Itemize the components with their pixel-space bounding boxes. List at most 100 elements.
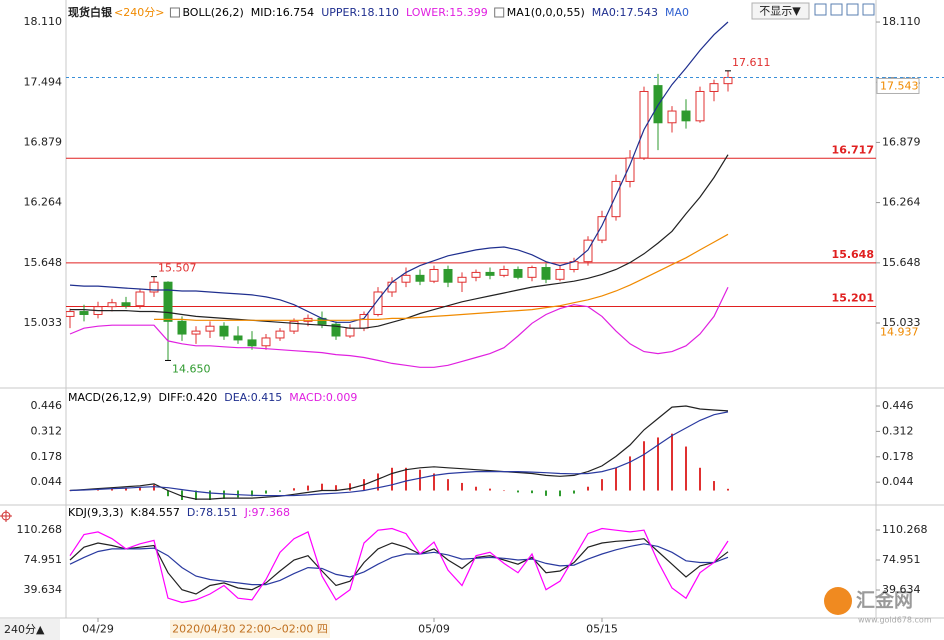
candle-body bbox=[289, 320, 299, 332]
y-tick-label-right: 74.951 bbox=[882, 553, 921, 566]
candle-body bbox=[667, 110, 677, 124]
indicator-label: K:84.557 bbox=[131, 506, 180, 519]
candle-body bbox=[513, 268, 523, 278]
price-tag-box bbox=[876, 77, 920, 94]
candle-body bbox=[331, 323, 341, 337]
indicator-label: UPPER:18.110 bbox=[321, 6, 399, 19]
candle-body bbox=[261, 337, 271, 347]
watermark: 汇金网 www.gold678.com bbox=[824, 587, 932, 625]
macd-bar bbox=[727, 488, 729, 491]
candle-body bbox=[79, 311, 89, 315]
toolbar-icons bbox=[814, 3, 875, 16]
y-tick-label-right: 16.879 bbox=[882, 135, 921, 148]
indicator-label: MACD(26,12,9) bbox=[68, 391, 152, 404]
macd-bar bbox=[531, 490, 533, 494]
macd-bar bbox=[307, 485, 309, 491]
candle-body bbox=[163, 281, 173, 322]
candle-body bbox=[723, 76, 733, 85]
macd-bar bbox=[685, 446, 687, 491]
macd-bar bbox=[69, 490, 71, 492]
annotation-label: 17.611 bbox=[732, 56, 771, 69]
candle-body bbox=[247, 339, 257, 347]
indicator-line bbox=[69, 411, 729, 497]
macd-bar bbox=[643, 441, 645, 491]
macd-bar bbox=[433, 473, 435, 491]
candle-body bbox=[415, 274, 425, 282]
candle-body bbox=[66, 311, 75, 317]
indicator-line bbox=[154, 233, 729, 321]
indicator-label: D:78.151 bbox=[187, 506, 238, 519]
candle-body bbox=[135, 291, 145, 307]
scroll-left-icon[interactable] bbox=[846, 3, 859, 16]
annotation-label: 14.650 bbox=[172, 362, 211, 375]
macd-bar bbox=[125, 487, 127, 491]
chart-subtitle: <240分> bbox=[114, 6, 164, 19]
hide-button[interactable] bbox=[751, 2, 810, 20]
macd-bar bbox=[601, 479, 603, 491]
y-tick-label-right: 39.634 bbox=[882, 583, 921, 596]
candle-body bbox=[219, 325, 229, 337]
y-tick-label: 0.044 bbox=[31, 475, 63, 488]
zoom-out-icon[interactable] bbox=[830, 3, 843, 16]
indicator-label: MA1(0,0,0,55) bbox=[507, 6, 585, 19]
indicator-checkbox[interactable] bbox=[169, 7, 180, 18]
crosshair-icon[interactable] bbox=[0, 510, 12, 522]
macd-bar bbox=[475, 486, 477, 491]
candle-body bbox=[191, 330, 201, 335]
macd-bar bbox=[377, 473, 379, 491]
y-tick-label-right: 0.044 bbox=[882, 475, 914, 488]
macd-bar bbox=[279, 490, 281, 492]
candle-body bbox=[177, 320, 187, 335]
y-tick-label: 0.446 bbox=[31, 399, 63, 412]
macd-bar bbox=[573, 490, 575, 494]
y-tick-label: 0.178 bbox=[31, 450, 63, 463]
candle-body bbox=[681, 110, 691, 122]
zoom-in-icon[interactable] bbox=[814, 3, 827, 16]
y-tick-label: 0.312 bbox=[31, 424, 63, 437]
macd-bar bbox=[251, 490, 253, 497]
period-button-label[interactable]: 240分▲ bbox=[4, 623, 45, 636]
ma-price-tag: 14.937 bbox=[880, 325, 919, 338]
macd-bar bbox=[461, 482, 463, 491]
indicator-label: MA0 bbox=[665, 6, 689, 19]
macd-bar bbox=[181, 490, 183, 500]
y-tick-label: 15.648 bbox=[24, 256, 63, 269]
candle-body bbox=[121, 302, 131, 307]
y-tick-label-right: 15.648 bbox=[882, 256, 921, 269]
macd-bar bbox=[153, 484, 155, 491]
chart-title: 现货白银 bbox=[68, 5, 113, 19]
macd-bar bbox=[559, 490, 561, 497]
indicator-label: DIFF:0.420 bbox=[159, 391, 218, 404]
y-tick-label: 39.634 bbox=[24, 583, 63, 596]
candle-body bbox=[695, 90, 705, 122]
cursor-label: 2020/04/30 22:00～02:00 四 bbox=[172, 623, 328, 636]
candle-body bbox=[373, 291, 383, 315]
period-button[interactable] bbox=[0, 619, 60, 640]
macd-bar bbox=[335, 485, 337, 491]
candle-body bbox=[611, 180, 621, 218]
y-tick-label-right: 0.178 bbox=[882, 450, 914, 463]
macd-bar bbox=[545, 490, 547, 496]
macd-bar bbox=[195, 490, 197, 500]
scroll-right-icon[interactable] bbox=[862, 3, 875, 16]
y-tick-label: 15.033 bbox=[24, 316, 63, 329]
plot-area bbox=[69, 527, 729, 604]
indicator-line bbox=[70, 154, 729, 329]
macd-bar bbox=[293, 488, 295, 491]
candle-body bbox=[471, 271, 481, 278]
candle-body bbox=[499, 268, 509, 276]
indicator-line bbox=[69, 286, 729, 368]
macd-bar bbox=[265, 490, 267, 494]
hide-button-label[interactable]: 不显示▼ bbox=[759, 5, 801, 18]
indicator-line bbox=[69, 538, 729, 595]
indicator-label: BOLL(26,2) bbox=[182, 6, 243, 19]
indicator-label: DEA:0.415 bbox=[224, 391, 282, 404]
y-tick-label: 16.264 bbox=[24, 196, 63, 209]
indicator-checkbox[interactable] bbox=[494, 7, 505, 18]
macd-bar bbox=[587, 486, 589, 491]
macd-bar bbox=[321, 483, 323, 491]
indicator-line bbox=[69, 405, 729, 500]
indicator-label: J:97.368 bbox=[244, 506, 290, 519]
candle-body bbox=[205, 325, 215, 332]
candle-body bbox=[387, 281, 397, 293]
